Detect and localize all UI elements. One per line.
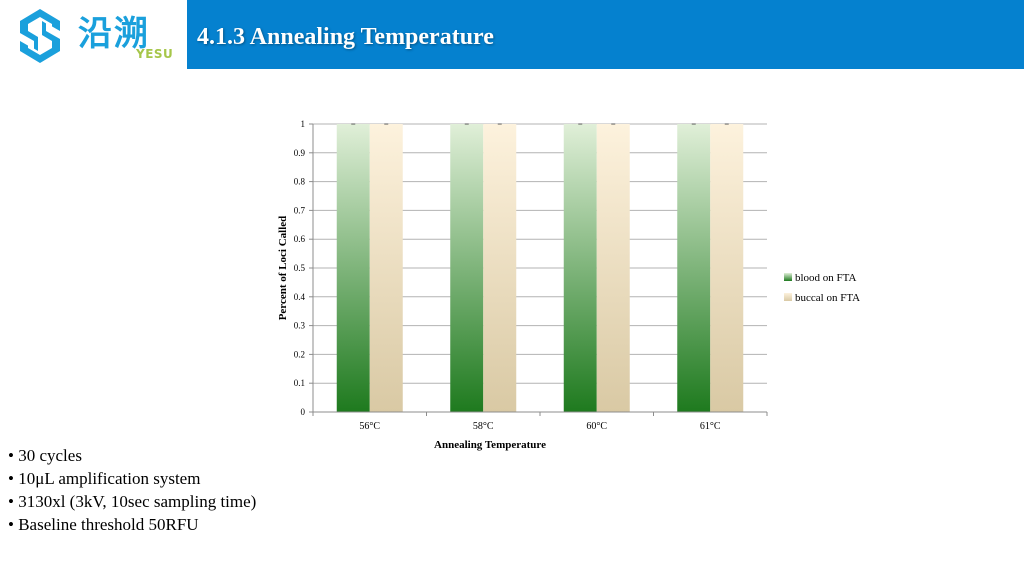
logo-english-text: YESU [136, 47, 174, 61]
y-tick-label: 0 [301, 407, 306, 417]
bar-blood [563, 124, 597, 412]
legend-swatch [784, 273, 792, 281]
header: 沿溯 YESU 4.1.3 Annealing Temperature [0, 0, 1024, 69]
x-tick-label: 61°C [700, 421, 721, 432]
bar-chart: 0 0.1 0.2 0.3 0.4 0.5 0.6 0.7 0.8 0.9 1 56°C 58°C 60… [277, 119, 860, 451]
bar-blood [677, 124, 711, 412]
y-tick-label: 0.2 [294, 349, 305, 359]
notes-list: • 30 cycles • 10μL amplification system … [8, 444, 256, 536]
x-axis-label: Annealing Temperature [434, 439, 546, 451]
y-tick-labels: 0 0.1 0.2 0.3 0.4 0.5 0.6 0.7 0.8 0.9 1 [294, 119, 306, 417]
y-tick-label: 0.6 [294, 234, 306, 244]
y-tick-label: 0.3 [294, 321, 306, 331]
y-tick-label: 0.4 [294, 292, 306, 302]
y-tick-label: 0.7 [294, 205, 306, 215]
legend: blood on FTA buccal on FTA [784, 272, 860, 304]
x-tick-label: 56°C [359, 421, 380, 432]
y-tick-label: 0.5 [294, 263, 306, 273]
title-bar: 4.1.3 Annealing Temperature [187, 0, 1024, 69]
y-axis-label: Percent of Loci Called [277, 216, 289, 321]
legend-label: buccal on FTA [795, 292, 860, 304]
bar-buccal [596, 124, 630, 412]
bar-blood [450, 124, 484, 412]
bar-buccal [483, 124, 517, 412]
x-tick-labels: 56°C 58°C 60°C 61°C [359, 421, 720, 432]
logo-mark-icon [20, 9, 60, 63]
legend-swatch [784, 293, 792, 301]
note-item: • 3130xl (3kV, 10sec sampling time) [8, 492, 257, 511]
x-tick-label: 60°C [586, 421, 607, 432]
logo: 沿溯 YESU [0, 0, 187, 69]
bar-blood [336, 124, 370, 412]
y-tick-label: 0.8 [294, 177, 306, 187]
bar-buccal [369, 124, 403, 412]
y-tick-label: 0.9 [294, 148, 306, 158]
page-title: 4.1.3 Annealing Temperature [197, 24, 494, 50]
legend-label: blood on FTA [795, 272, 857, 284]
axes [312, 124, 768, 416]
note-item: • 30 cycles [8, 446, 82, 465]
note-item: • 10μL amplification system [8, 469, 201, 488]
note-item: • Baseline threshold 50RFU [8, 515, 199, 534]
y-tick-label: 1 [301, 119, 306, 129]
logo-chinese-text: 沿溯 [78, 14, 150, 54]
x-tick-label: 58°C [473, 421, 494, 432]
y-tick-label: 0.1 [294, 378, 305, 388]
bars [336, 123, 744, 412]
bar-buccal [710, 124, 744, 412]
